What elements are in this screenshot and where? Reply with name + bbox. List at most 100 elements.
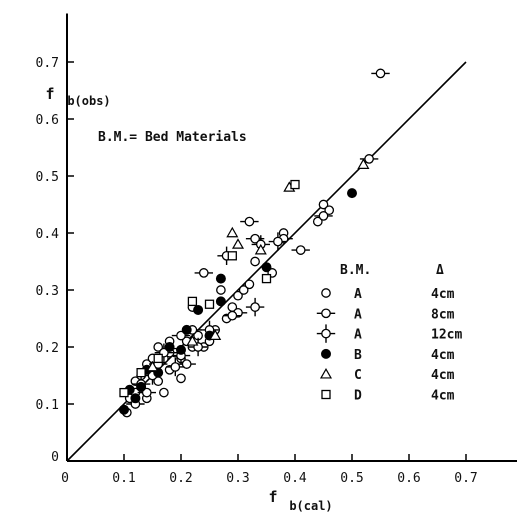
x-tick-label: 0.3 <box>226 471 249 486</box>
data-point <box>226 226 239 238</box>
data-point <box>290 179 300 190</box>
x-tick-label: 0.5 <box>340 471 363 486</box>
y-axis-title-sub: b(obs) <box>67 94 110 108</box>
data-point <box>153 342 164 352</box>
marker-shape <box>321 348 331 359</box>
legend-delta-label: 8cm <box>431 307 455 322</box>
legend-delta-label: 4cm <box>431 368 455 383</box>
legend-item: C 4cm <box>319 367 455 383</box>
marker-shape <box>375 68 386 79</box>
marker-shape <box>119 387 129 398</box>
legend-item: A 8cm <box>316 307 455 322</box>
x-tick-label: 0.4 <box>283 471 307 486</box>
data-point <box>146 360 159 372</box>
legend-bm-label: A <box>354 287 362 302</box>
marker-shape <box>209 329 222 340</box>
marker-shape <box>321 328 331 339</box>
y-tick-label: 0.1 <box>36 398 59 413</box>
marker-shape <box>321 389 331 400</box>
data-point <box>186 335 199 346</box>
marker-shape <box>130 393 141 404</box>
data-point <box>130 393 141 404</box>
marker-shape <box>176 344 186 355</box>
data-point <box>194 268 213 278</box>
data-point <box>181 324 192 335</box>
marker-shape <box>227 251 237 261</box>
legend-delta-label: 4cm <box>431 348 455 363</box>
marker-shape <box>181 359 192 369</box>
data-point <box>347 188 357 199</box>
legend-marker <box>321 288 331 298</box>
data-point <box>261 273 272 284</box>
data-point <box>164 342 175 352</box>
legend-item: A 4cm <box>321 287 455 302</box>
data-point <box>223 310 242 321</box>
legend-bm-label: A <box>354 328 362 343</box>
data-point <box>357 158 370 169</box>
data-point <box>314 211 333 221</box>
data-point <box>159 387 169 398</box>
marker-shape <box>153 353 163 364</box>
data-point <box>318 199 329 210</box>
marker-shape <box>261 273 272 284</box>
data-point <box>227 251 237 261</box>
legend-bm-label: D <box>354 389 362 404</box>
plot-area: 0 0.1 0.2 0.3 0.4 0.5 0.6 0.7 0 0.1 0.2 0.3 0.4 0.5 0.… <box>36 13 517 486</box>
data-point <box>268 232 288 251</box>
data-point <box>171 330 191 341</box>
data-point <box>233 290 243 301</box>
data-point <box>154 343 174 362</box>
legend-header-bm: B.M. <box>340 263 371 278</box>
legend-marker <box>319 367 333 379</box>
marker-shape <box>216 285 226 295</box>
marker-shape <box>227 310 238 321</box>
marker-shape <box>193 304 204 315</box>
data-point <box>245 297 265 317</box>
marker-shape <box>226 226 239 238</box>
marker-shape <box>312 216 323 227</box>
legend-marker <box>316 308 336 319</box>
marker-shape <box>215 296 226 307</box>
marker-shape <box>170 362 181 372</box>
legend-marker <box>321 389 331 400</box>
x-tick-label: 0 <box>61 471 69 486</box>
y-tick-label: 0.2 <box>36 341 59 356</box>
legend-item: A 12cm <box>316 324 462 343</box>
legend-bm-label: A <box>354 307 362 322</box>
data-point <box>250 256 260 267</box>
marker-shape <box>244 279 255 290</box>
marker-shape <box>187 296 198 307</box>
y-tick-label: 0.5 <box>36 170 59 185</box>
data-point <box>215 296 226 307</box>
marker-shape <box>204 299 215 309</box>
y-tick-label: 0 <box>51 450 59 465</box>
data-point <box>254 243 267 255</box>
data-point <box>215 273 226 284</box>
marker-shape <box>176 330 186 341</box>
marker-shape <box>231 238 245 249</box>
x-axis-title-sub: b(cal) <box>289 499 332 513</box>
marker-shape <box>318 199 329 210</box>
data-point <box>240 216 259 227</box>
data-point <box>119 387 129 398</box>
marker-shape <box>153 342 164 352</box>
marker-shape <box>254 243 267 255</box>
data-point <box>166 357 185 377</box>
data-point <box>312 216 323 227</box>
marker-shape <box>273 236 283 247</box>
x-axis-title: f <box>268 488 277 506</box>
marker-shape <box>250 302 260 312</box>
marker-shape <box>321 288 331 298</box>
legend-header-delta: Δ <box>436 263 444 278</box>
data-point <box>153 353 163 364</box>
data-point <box>176 373 186 384</box>
y-tick-label: 0.4 <box>36 227 60 242</box>
data-point <box>119 404 129 415</box>
y-tick-label: 0.7 <box>36 56 59 71</box>
legend-bm-label: C <box>354 368 362 383</box>
marker-shape <box>164 342 175 352</box>
data-point <box>291 245 310 255</box>
data-point <box>238 285 249 295</box>
data-point <box>371 68 390 79</box>
data-point <box>231 238 245 249</box>
